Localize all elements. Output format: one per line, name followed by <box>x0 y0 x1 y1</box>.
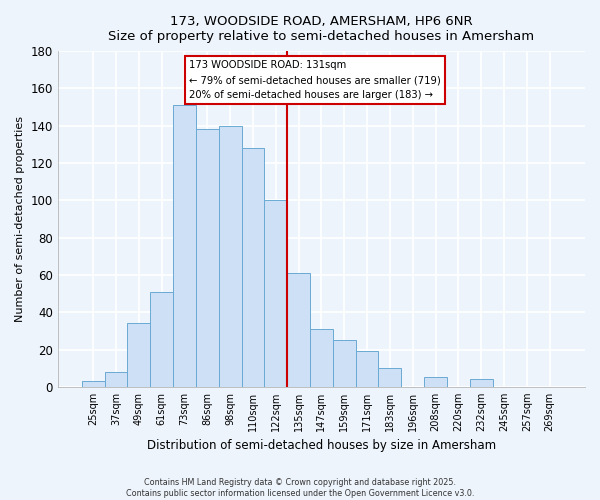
X-axis label: Distribution of semi-detached houses by size in Amersham: Distribution of semi-detached houses by … <box>147 440 496 452</box>
Bar <box>287 273 310 387</box>
Bar <box>127 324 150 387</box>
Y-axis label: Number of semi-detached properties: Number of semi-detached properties <box>15 116 25 322</box>
Bar <box>265 200 287 387</box>
Bar <box>424 378 447 387</box>
Bar <box>470 380 493 387</box>
Bar <box>356 352 379 387</box>
Bar <box>173 105 196 387</box>
Bar <box>196 130 218 387</box>
Bar <box>333 340 356 387</box>
Text: Contains HM Land Registry data © Crown copyright and database right 2025.
Contai: Contains HM Land Registry data © Crown c… <box>126 478 474 498</box>
Title: 173, WOODSIDE ROAD, AMERSHAM, HP6 6NR
Size of property relative to semi-detached: 173, WOODSIDE ROAD, AMERSHAM, HP6 6NR Si… <box>109 15 535 43</box>
Bar <box>218 126 242 387</box>
Bar <box>310 329 333 387</box>
Bar <box>104 372 127 387</box>
Bar <box>379 368 401 387</box>
Bar <box>82 381 104 387</box>
Bar <box>150 292 173 387</box>
Text: 173 WOODSIDE ROAD: 131sqm
← 79% of semi-detached houses are smaller (719)
20% of: 173 WOODSIDE ROAD: 131sqm ← 79% of semi-… <box>189 60 441 100</box>
Bar <box>242 148 265 387</box>
